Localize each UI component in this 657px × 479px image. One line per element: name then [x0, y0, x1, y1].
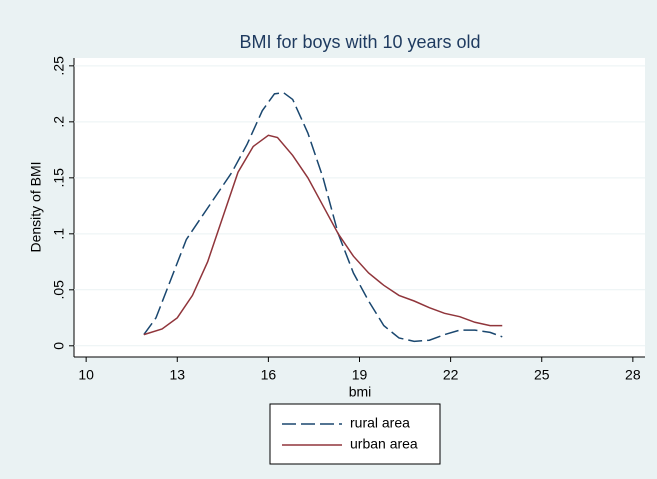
- x-tick-label: 25: [534, 367, 550, 383]
- y-tick-label: .05: [51, 280, 67, 300]
- x-tick-label: 16: [261, 367, 277, 383]
- y-tick-label: .15: [51, 168, 67, 188]
- y-tick-label: .2: [51, 116, 67, 128]
- y-axis-label: Density of BMI: [28, 161, 44, 252]
- y-tick-label: .1: [51, 228, 67, 240]
- x-tick-label: 10: [78, 367, 94, 383]
- x-tick-label: 13: [169, 367, 185, 383]
- legend-label: urban area: [350, 436, 418, 452]
- plot-area: [74, 58, 645, 357]
- chart-title: BMI for boys with 10 years old: [239, 32, 480, 52]
- x-tick-label: 28: [625, 367, 641, 383]
- x-tick-label: 22: [443, 367, 459, 383]
- legend-label: rural area: [350, 415, 410, 431]
- legend: [269, 403, 441, 465]
- line-series: [143, 134, 503, 336]
- x-axis-label: bmi: [349, 384, 372, 400]
- y-tick-label: 0: [51, 342, 67, 350]
- y-tick-label: .25: [51, 56, 67, 76]
- line-series: [143, 91, 503, 343]
- x-tick-label: 19: [352, 367, 368, 383]
